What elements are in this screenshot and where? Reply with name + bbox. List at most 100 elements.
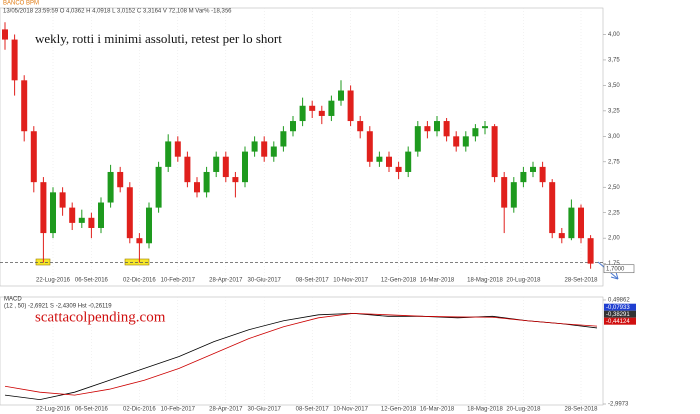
x-tick-label: 22-Lug-2016 — [36, 407, 71, 413]
x-tick-label: 18-Mag-2018 — [467, 407, 503, 413]
x-tick-label: 30-Giu-2017 — [248, 278, 282, 284]
candle-body — [136, 238, 143, 244]
candle-body — [107, 171, 114, 203]
candle-body — [434, 121, 440, 132]
candle-body — [280, 131, 287, 147]
candle-body — [21, 80, 28, 132]
value-box-label: -0,44124 — [606, 319, 630, 325]
candle-body — [30, 131, 37, 183]
candle-body — [126, 187, 133, 239]
x-tick-label: 30-Giu-2017 — [248, 407, 282, 413]
candle-body — [578, 207, 584, 239]
candle-body — [174, 141, 181, 157]
candle-body — [299, 105, 306, 122]
candle-body — [510, 182, 517, 208]
x-tick-label: 28-Set-2018 — [564, 278, 598, 284]
candle-body — [88, 217, 95, 228]
x-tick-label: 20-Lug-2018 — [506, 278, 541, 284]
x-tick-label: 08-Set-2017 — [296, 407, 330, 413]
y-tick-label: 0,49862 — [608, 298, 630, 304]
candle-body — [453, 136, 460, 147]
x-tick-label: 18-Mag-2018 — [467, 278, 503, 284]
y-tick-label: 3,00 — [608, 134, 620, 140]
annotation: wekly, rotti i minimi assoluti, retest p… — [35, 31, 282, 46]
watermark: scattacolpending.com — [35, 309, 166, 325]
y-tick-label: 2,75 — [608, 159, 620, 165]
y-tick-label: 3,25 — [608, 108, 620, 114]
price-label: 1,7000 — [606, 266, 625, 272]
candle-body — [146, 207, 152, 244]
price-label-box — [603, 264, 635, 274]
macd-header: (12 , 50) -2,6921 S -2,4309 Hst -0,26119 — [4, 304, 112, 310]
macd-frame — [0, 296, 604, 406]
x-tick-label: 06-Set-2016 — [75, 278, 109, 284]
x-tick-label: 10-Nov-2017 — [333, 278, 368, 284]
candle-body — [424, 126, 431, 132]
value-box — [604, 317, 636, 325]
candle-body — [155, 166, 162, 208]
candle-body — [69, 207, 76, 223]
y-tick-label: -2,9973 — [608, 402, 629, 408]
y-tick-label: 2,25 — [608, 210, 620, 216]
candle-body — [376, 156, 383, 162]
x-tick-label: 16-Mar-2018 — [420, 278, 455, 284]
x-tick-label: 16-Mar-2018 — [420, 407, 455, 413]
x-tick-label: 22-Lug-2016 — [36, 278, 71, 284]
candle-body — [290, 121, 296, 132]
candle-body — [50, 192, 56, 234]
x-tick-label: 02-Dic-2016 — [123, 278, 156, 284]
x-tick-label: 10-Feb-2017 — [161, 278, 196, 284]
candle-body — [261, 141, 268, 157]
candle-body — [59, 192, 66, 208]
candle-body — [520, 171, 527, 183]
candle-body — [194, 182, 200, 193]
candle-body — [318, 110, 325, 116]
arrow-head — [610, 271, 619, 280]
value-box-label: -0,38291 — [606, 312, 630, 318]
candle-body — [251, 141, 258, 152]
candle-body — [414, 126, 421, 152]
y-tick-label: 2,00 — [608, 236, 620, 242]
candle-body — [117, 171, 124, 188]
x-tick-label: 12-Gen-2018 — [381, 407, 417, 413]
x-tick-label: 06-Set-2016 — [75, 407, 109, 413]
candle-body — [472, 128, 479, 137]
candle-body — [366, 131, 373, 162]
candle-body — [539, 166, 546, 183]
x-tick-label: 28-Apr-2017 — [209, 407, 243, 413]
macd-line — [4, 312, 598, 401]
candle-body — [395, 166, 402, 172]
candle-body — [482, 126, 488, 129]
y-tick-label: 2,50 — [608, 185, 620, 191]
main-frame — [0, 7, 604, 287]
candle-body — [587, 238, 594, 264]
x-tick-label: 02-Dic-2016 — [123, 407, 156, 413]
candle-body — [213, 156, 220, 172]
x-tick-label: 28-Apr-2017 — [209, 278, 243, 284]
candle-body — [2, 29, 8, 40]
candle-body — [568, 207, 575, 239]
candle-body — [549, 182, 556, 234]
candle-body — [184, 156, 191, 183]
candle-body — [491, 126, 498, 178]
candle-body — [11, 39, 18, 81]
candle-body — [232, 177, 239, 183]
low-highlight — [124, 258, 150, 266]
candle-body — [386, 156, 392, 167]
candle-body — [405, 151, 412, 172]
candle-body — [443, 121, 450, 137]
y-tick-label: 3,75 — [608, 58, 620, 64]
x-tick-label: 10-Nov-2017 — [333, 407, 368, 413]
candle-body — [347, 90, 354, 122]
candle-body — [270, 146, 277, 157]
candle-body — [242, 151, 248, 183]
candle-body — [530, 166, 536, 172]
y-tick-label: 1,75 — [608, 261, 620, 267]
candle-body — [203, 171, 210, 193]
candle-body — [558, 233, 565, 239]
candle-body — [357, 121, 364, 132]
candle-body — [309, 105, 316, 111]
candle-body — [222, 156, 229, 178]
candle-body — [78, 217, 85, 223]
